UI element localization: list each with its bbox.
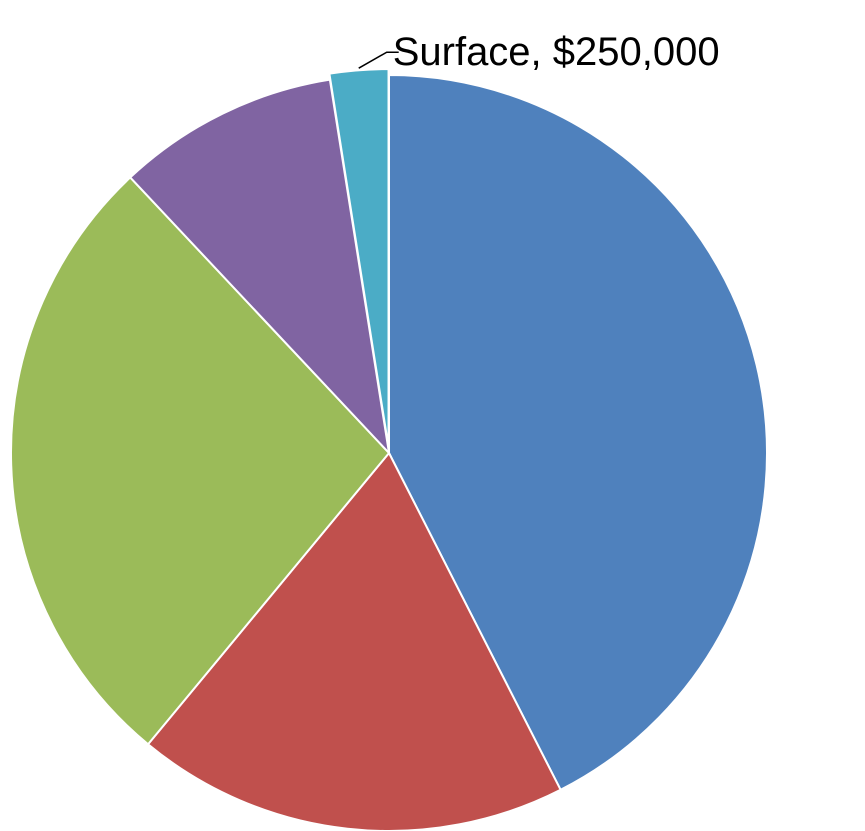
pie-slice-3	[10, 176, 390, 746]
pie-slice-2	[147, 452, 562, 831]
pie-slice-1	[388, 74, 768, 791]
pie-slice-5	[328, 68, 390, 449]
pie-slices	[10, 68, 768, 831]
slice-data-label: Surface, $250,000	[393, 30, 720, 74]
label-leader-line	[358, 51, 399, 69]
pie-slice-4	[129, 78, 390, 454]
pie-labels: Surface, $250,000	[358, 30, 720, 74]
